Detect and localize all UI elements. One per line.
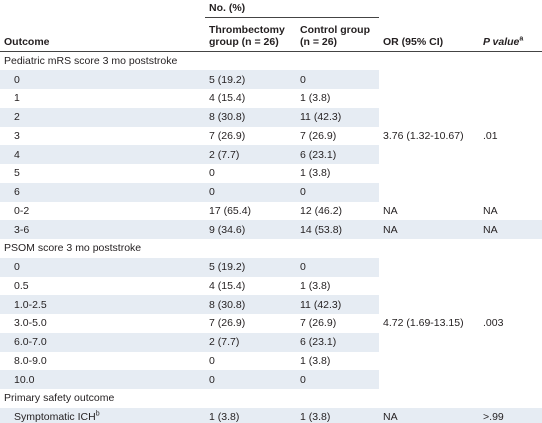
cell: 8 (30.8) xyxy=(205,295,296,314)
group-header: No. (%) xyxy=(205,0,380,18)
cell: 0 xyxy=(296,70,380,89)
table-row: 10.0 0 0 xyxy=(0,370,542,389)
cell: 17 (65.4) xyxy=(209,204,252,217)
footnote-mark: a xyxy=(519,35,524,43)
cell: 1 (3.8) xyxy=(300,167,331,180)
cell: 1 (3.8) xyxy=(205,407,296,423)
cell: 7 (26.9) xyxy=(300,317,337,330)
cell: 1 (3.8) xyxy=(296,407,380,423)
odds-ratio: NA xyxy=(379,220,480,239)
table-row: Primary safety outcome xyxy=(0,389,542,408)
table-row: 3-6 9 (34.6) 14 (53.8) NA NA xyxy=(0,220,542,239)
table-body: Pediatric mRS score 3 mo poststroke 0 5 (1… xyxy=(0,52,542,423)
column-header: P valuea xyxy=(479,18,542,52)
row-label: 8.0-9.0 xyxy=(14,354,47,367)
row-label: 0 xyxy=(0,70,205,89)
row-label: 3.0-5.0 xyxy=(14,317,47,330)
table-row: 5 0 1 (3.8) xyxy=(0,164,542,183)
cell: 0 xyxy=(296,257,380,277)
table-row: 0.5 4 (15.4) 1 (3.8) xyxy=(0,277,542,296)
section-title: PSOM score 3 mo poststroke xyxy=(4,242,142,255)
section-title: Primary safety outcome xyxy=(4,392,115,405)
cell: 5 (19.2) xyxy=(205,257,296,277)
row-label: 5 xyxy=(14,167,20,180)
row-label: 3 xyxy=(14,129,20,142)
row-label: 3-6 xyxy=(0,220,205,239)
row-label: 1 xyxy=(14,92,20,105)
table-row: Symptomatic ICHb 1 (3.8) 1 (3.8) NA >.99 xyxy=(0,407,542,423)
row-label: 1.0-2.5 xyxy=(0,295,205,314)
row-label: 0.5 xyxy=(14,279,29,292)
cell: 7 (26.9) xyxy=(209,129,246,142)
cell: 1 (3.8) xyxy=(300,92,331,105)
p-value: >.99 xyxy=(479,407,542,423)
row-label: 6 xyxy=(0,182,205,202)
cell: 0 xyxy=(209,167,215,180)
section-title: Pediatric mRS score 3 mo poststroke xyxy=(4,55,178,68)
cell: 4 (15.4) xyxy=(209,92,246,105)
table-row: 3 7 (26.9) 7 (26.9) xyxy=(0,127,542,146)
cell: 0 xyxy=(296,370,380,389)
cell: 2 (7.7) xyxy=(205,145,296,164)
cell: 12 (46.2) xyxy=(300,204,343,217)
cell: 2 (7.7) xyxy=(205,332,296,352)
table-row: 3.0-5.0 7 (26.9) 7 (26.9) xyxy=(0,314,542,333)
cell: 9 (34.6) xyxy=(205,220,296,239)
cell: 11 (42.3) xyxy=(296,295,380,314)
row-label: 0-2 xyxy=(14,204,30,217)
cell: 5 (19.2) xyxy=(205,70,296,89)
cell: 4 (15.4) xyxy=(209,279,246,292)
odds-ratio: 3.76 (1.32-10.67) xyxy=(379,70,480,202)
odds-ratio: NA xyxy=(379,407,480,423)
table-row: 1 4 (15.4) 1 (3.8) xyxy=(0,89,542,108)
column-header-text: P value xyxy=(483,36,520,48)
cell: 0 xyxy=(209,354,215,367)
table-row: 1.0-2.5 8 (30.8) 11 (42.3) xyxy=(0,295,542,314)
cell: 14 (53.8) xyxy=(296,220,380,239)
p-value: .003 xyxy=(479,257,542,389)
column-header: Outcome xyxy=(4,36,50,48)
cell: 8 (30.8) xyxy=(205,107,296,127)
cell: 1 (3.8) xyxy=(300,279,331,292)
table-row: 0-2 17 (65.4) 12 (46.2) NA NA xyxy=(0,202,542,221)
table-row: 8.0-9.0 0 1 (3.8) xyxy=(0,352,542,371)
odds-ratio: 4.72 (1.69-13.15) xyxy=(379,257,480,389)
odds-ratio: NA xyxy=(383,204,398,217)
column-header: Thrombectomy group (n = 26) xyxy=(209,24,285,48)
cell: 0 xyxy=(205,370,296,389)
cell: 11 (42.3) xyxy=(296,107,380,127)
row-label: 4 xyxy=(0,145,205,164)
footnote-mark: b xyxy=(95,410,100,418)
p-value: NA xyxy=(479,220,542,239)
table-row: Pediatric mRS score 3 mo poststroke xyxy=(0,52,542,71)
cell: 6 (23.1) xyxy=(296,332,380,352)
row-label: 6.0-7.0 xyxy=(0,332,205,352)
table-row: 6.0-7.0 2 (7.7) 6 (23.1) xyxy=(0,332,542,352)
cell: 6 (23.1) xyxy=(296,145,380,164)
cell: 0 xyxy=(205,182,296,202)
p-value: NA xyxy=(483,204,498,217)
row-label: 10.0 xyxy=(0,370,205,389)
column-header: Control group (n = 26) xyxy=(300,24,370,48)
p-value: .01 xyxy=(479,70,542,202)
cell: 7 (26.9) xyxy=(300,129,337,142)
row-label: 2 xyxy=(0,107,205,127)
column-header: OR (95% CI) xyxy=(383,36,444,48)
table-row: PSOM score 3 mo poststroke xyxy=(0,239,542,258)
row-label: 0 xyxy=(0,257,205,277)
cell: 1 (3.8) xyxy=(300,354,331,367)
cell: 0 xyxy=(296,182,380,202)
row-label: Symptomatic ICHb xyxy=(0,407,205,423)
cell: 7 (26.9) xyxy=(209,317,246,330)
